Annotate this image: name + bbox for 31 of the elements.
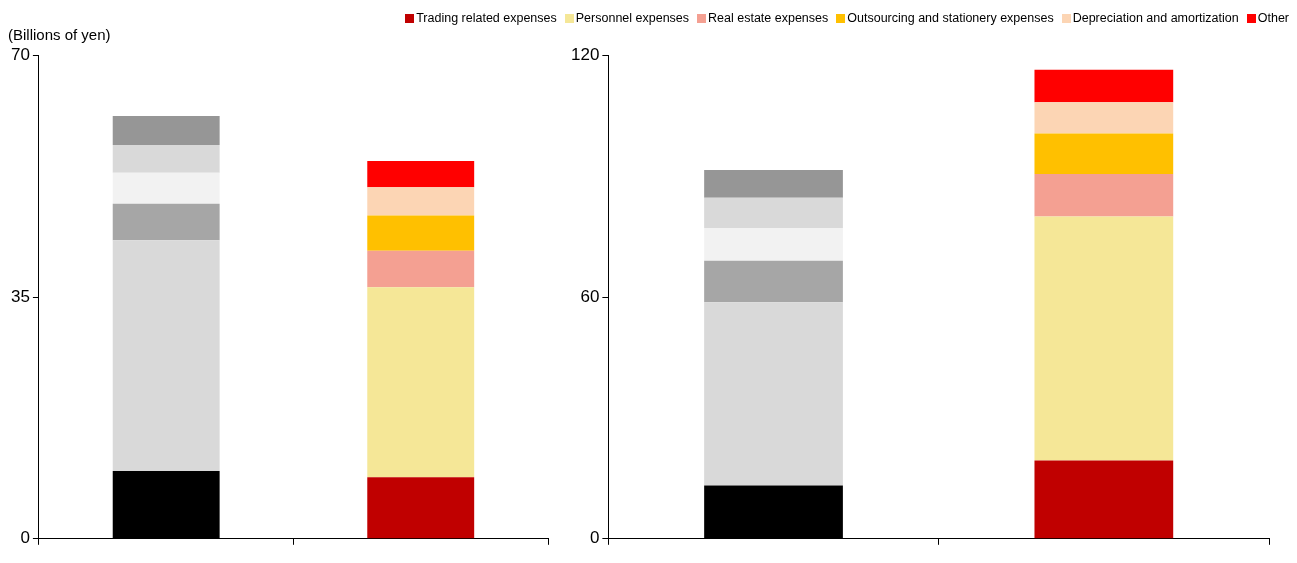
bar (1034, 102, 1174, 134)
bar (1034, 133, 1174, 175)
y-tick-label: 120 (570, 44, 600, 64)
legend-label: Depreciation and amortization (1072, 11, 1239, 25)
y-tick-label: 35 (10, 286, 30, 306)
legend-label: Outsourcing and stationery expenses (847, 11, 1054, 25)
y-tick-label: 0 (589, 528, 600, 548)
legend-label: Trading related expenses (416, 11, 557, 25)
bar (367, 250, 475, 288)
bar (367, 477, 475, 539)
bar (367, 215, 475, 251)
legend-label: Real estate expenses (708, 11, 829, 25)
bar (704, 228, 843, 261)
bar (704, 170, 843, 198)
y-tick-label: 60 (580, 286, 600, 306)
y-tick-label: 70 (10, 44, 30, 64)
y-axis-title: (Billions of yen) (8, 26, 111, 43)
bar (112, 203, 220, 241)
bar (112, 172, 220, 204)
bar (1034, 69, 1174, 103)
bar (112, 116, 220, 146)
bar (367, 187, 475, 216)
legend-label: Other (1257, 11, 1289, 25)
y-tick-label: 0 (20, 528, 30, 548)
bar (367, 287, 475, 478)
bar (704, 260, 843, 303)
bar (1034, 216, 1174, 461)
bar (1034, 460, 1174, 539)
bar (367, 160, 475, 188)
legend-label: Personnel expenses (575, 11, 690, 25)
bar (1034, 174, 1174, 217)
